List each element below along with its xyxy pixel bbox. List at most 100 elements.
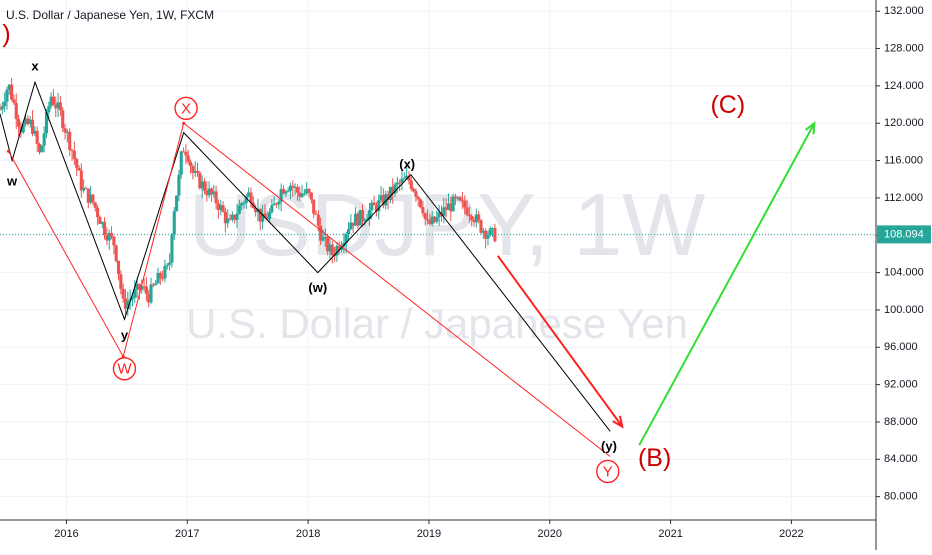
candle-body bbox=[30, 119, 35, 134]
candle bbox=[326, 233, 330, 256]
red-projection-arrow-head bbox=[612, 415, 624, 429]
candle bbox=[237, 199, 241, 215]
candle-body bbox=[5, 89, 9, 102]
candle-body bbox=[479, 220, 483, 233]
candle bbox=[54, 96, 58, 118]
candle-body bbox=[105, 235, 109, 241]
candle bbox=[472, 216, 476, 227]
candle bbox=[263, 204, 267, 218]
candle-body bbox=[360, 210, 365, 221]
candle bbox=[226, 209, 230, 228]
candle-body bbox=[107, 232, 111, 241]
candle-body bbox=[47, 106, 51, 113]
candle-body bbox=[188, 161, 193, 167]
candle-body bbox=[298, 192, 302, 197]
candle bbox=[328, 237, 332, 261]
candle bbox=[291, 180, 295, 197]
candle bbox=[133, 280, 137, 304]
candle-body bbox=[237, 205, 241, 214]
candle bbox=[103, 217, 107, 240]
candle-body bbox=[407, 175, 411, 181]
candle-body bbox=[263, 213, 267, 218]
candle-body bbox=[351, 222, 355, 226]
last-price-badge bbox=[877, 225, 931, 244]
candle-body bbox=[400, 178, 404, 183]
candle bbox=[68, 128, 72, 157]
chart-title: U.S. Dollar / Japanese Yen, 1W, FXCM bbox=[6, 8, 215, 22]
candle-body bbox=[437, 212, 441, 218]
candle-body bbox=[484, 230, 488, 239]
candle bbox=[274, 202, 279, 208]
candle-body bbox=[244, 196, 248, 203]
candle-body bbox=[158, 272, 162, 279]
candle bbox=[84, 186, 88, 190]
candle-body bbox=[272, 203, 276, 206]
candle-body bbox=[395, 182, 399, 185]
candle-body bbox=[277, 201, 281, 205]
candle bbox=[219, 199, 223, 216]
price-tick-label: 80.000 bbox=[884, 491, 918, 503]
candle-body bbox=[370, 202, 374, 211]
candle bbox=[446, 193, 451, 210]
candle bbox=[493, 223, 497, 243]
candle-body bbox=[363, 220, 367, 222]
candle-body bbox=[200, 181, 204, 189]
candle bbox=[230, 211, 234, 223]
candle bbox=[453, 193, 457, 206]
candle-body bbox=[184, 151, 188, 156]
candle-body bbox=[416, 196, 420, 200]
candle-body bbox=[230, 214, 234, 220]
candle-body bbox=[82, 188, 86, 191]
candle-body bbox=[161, 278, 165, 280]
candle bbox=[460, 192, 464, 209]
candle bbox=[400, 170, 404, 191]
candle-body bbox=[458, 197, 462, 201]
candle-body bbox=[286, 190, 290, 192]
candle bbox=[374, 201, 378, 217]
circled-wave-marker bbox=[174, 96, 198, 120]
wave-label: (x) bbox=[399, 157, 415, 172]
candle bbox=[17, 114, 21, 137]
candle-body bbox=[112, 236, 116, 246]
candle-body bbox=[75, 159, 79, 168]
candle-body bbox=[428, 220, 432, 225]
time-tick-label: 2017 bbox=[175, 528, 199, 540]
candle-body bbox=[12, 99, 16, 104]
candle-body bbox=[156, 272, 160, 284]
candle bbox=[137, 283, 141, 300]
candle-body bbox=[205, 190, 209, 196]
candle bbox=[170, 232, 174, 268]
candle-body bbox=[414, 191, 418, 197]
candle bbox=[481, 227, 485, 239]
candle-body bbox=[270, 205, 274, 213]
candle-body bbox=[405, 175, 409, 179]
candle-body bbox=[0, 106, 4, 110]
candle bbox=[233, 214, 237, 224]
price-tick-label: 96.000 bbox=[884, 341, 918, 353]
candle-body bbox=[221, 205, 225, 212]
candle-body bbox=[54, 104, 58, 109]
candle bbox=[442, 197, 446, 224]
price-tick-label: 128.000 bbox=[884, 42, 924, 54]
time-tick-label: 2022 bbox=[779, 528, 803, 540]
green-projection-arrow-head bbox=[805, 121, 816, 135]
candle-body bbox=[274, 203, 279, 205]
watermark-symbol: USDJPY, 1W bbox=[189, 175, 706, 274]
candle-body bbox=[151, 284, 155, 286]
candle bbox=[114, 244, 118, 263]
candle bbox=[70, 149, 74, 161]
candle-body bbox=[126, 300, 130, 309]
candle bbox=[432, 215, 437, 224]
candle-body bbox=[165, 264, 169, 266]
candle bbox=[309, 192, 313, 204]
candle bbox=[261, 204, 265, 230]
time-axis-panel[interactable] bbox=[0, 520, 876, 550]
price-axis-panel[interactable] bbox=[876, 0, 932, 550]
symbol-watermark: USDJPY, 1W U.S. Dollar / Japanese Yen bbox=[186, 175, 705, 347]
candle-body bbox=[319, 225, 323, 241]
candle bbox=[56, 92, 60, 118]
time-tick-label: 2018 bbox=[296, 528, 320, 540]
